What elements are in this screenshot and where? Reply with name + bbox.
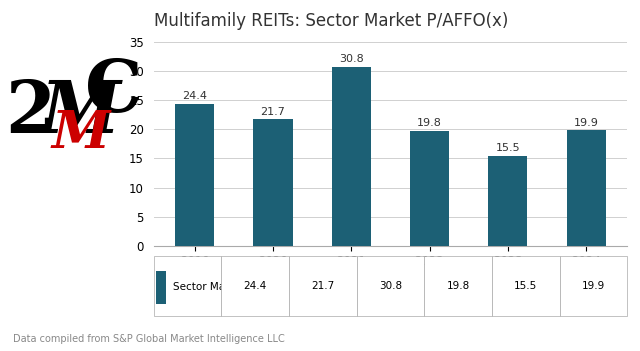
Text: M: M: [40, 77, 120, 148]
Text: 19.9: 19.9: [573, 118, 598, 128]
Text: Multifamily REITs: Sector Market P/AFFO(x): Multifamily REITs: Sector Market P/AFFO(…: [154, 12, 508, 30]
Bar: [566, 130, 605, 246]
Text: 15.5: 15.5: [495, 143, 520, 153]
Text: 30.8: 30.8: [339, 54, 364, 64]
Text: 24.4: 24.4: [182, 92, 207, 101]
Bar: [332, 67, 371, 246]
Text: 21.7: 21.7: [260, 107, 285, 117]
Bar: [253, 119, 292, 246]
Text: 19.8: 19.8: [417, 118, 442, 128]
Text: C: C: [85, 56, 143, 127]
Bar: [410, 131, 449, 246]
Text: Data compiled from S&P Global Market Intelligence LLC: Data compiled from S&P Global Market Int…: [13, 334, 285, 344]
Text: 2: 2: [6, 77, 56, 148]
Bar: [156, 271, 166, 304]
Text: M: M: [51, 108, 109, 159]
Bar: [175, 104, 214, 246]
Bar: [488, 155, 527, 246]
